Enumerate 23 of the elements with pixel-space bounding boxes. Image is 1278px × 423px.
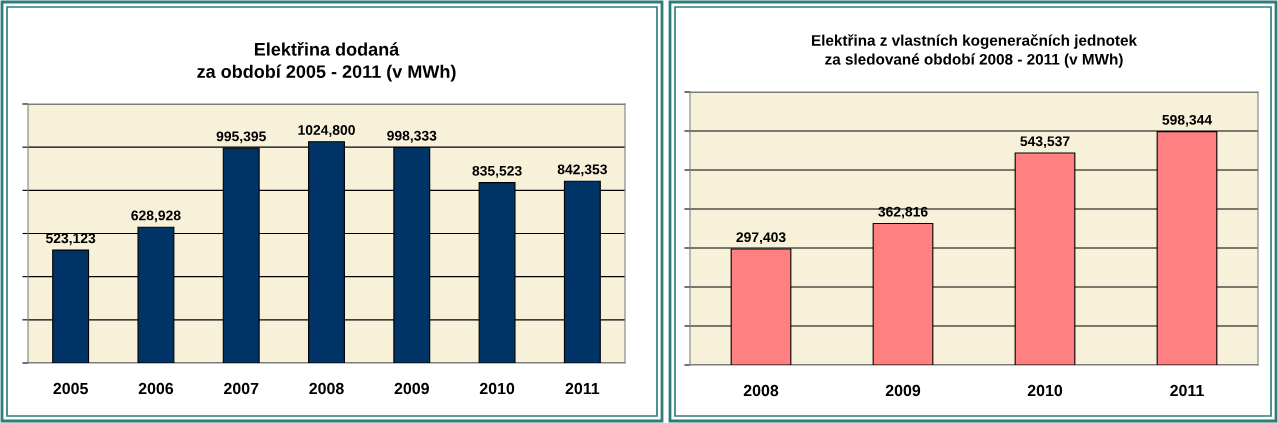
x-tick-label: 2011 <box>565 382 600 395</box>
data-label: 598,344 <box>1162 114 1213 127</box>
data-label: 998,333 <box>387 130 437 143</box>
x-tick-label: 2010 <box>479 382 515 395</box>
x-tick-label: 2011 <box>1170 384 1204 397</box>
data-label: 543,537 <box>1020 136 1070 149</box>
data-label: 835,523 <box>472 165 522 178</box>
data-label: 842,353 <box>557 164 607 177</box>
x-tick-label: 2009 <box>885 384 921 397</box>
x-tick-label: 2006 <box>138 382 174 395</box>
data-label: 297,403 <box>736 232 786 245</box>
data-label: 995,395 <box>216 131 266 144</box>
x-tick-label: 2005 <box>53 382 88 395</box>
x-tick-label: 2007 <box>224 382 259 395</box>
x-tick-label: 2008 <box>743 384 779 397</box>
data-label: 362,816 <box>878 206 928 219</box>
data-label: 628,928 <box>131 210 181 223</box>
chart-title: Elektřina z vlastních kogeneračních jednotek za sledované období 2008 - 2011 (v MWh) <box>812 34 1138 68</box>
x-tick-label: 2008 <box>309 382 344 395</box>
x-tick-label: 2010 <box>1027 384 1063 397</box>
chart-title: Elektřina dodaná za období 2005 - 2011 (v MWh) <box>197 42 456 82</box>
data-label: 1024,800 <box>298 125 355 137</box>
x-tick-label: 2009 <box>394 382 429 395</box>
